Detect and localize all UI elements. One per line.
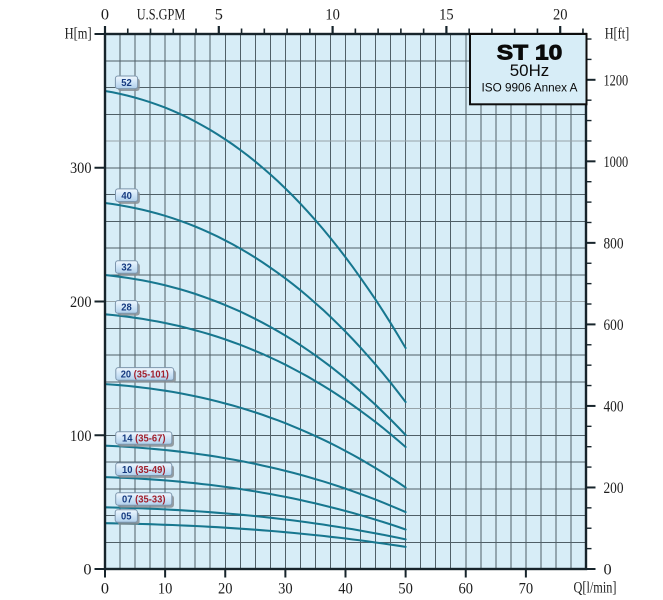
svg-text:5: 5 — [215, 5, 223, 24]
svg-text:20 (35-101): 20 (35-101) — [121, 370, 169, 381]
svg-text:0: 0 — [604, 560, 612, 579]
svg-text:40: 40 — [338, 578, 353, 597]
svg-text:15: 15 — [439, 5, 454, 24]
svg-text:10 (35-49): 10 (35-49) — [122, 465, 166, 476]
svg-text:10: 10 — [158, 578, 173, 597]
svg-text:20: 20 — [553, 5, 568, 24]
svg-text:H[m]: H[m] — [65, 24, 92, 43]
svg-text:1200: 1200 — [604, 70, 629, 89]
svg-text:300: 300 — [70, 158, 92, 177]
svg-text:400: 400 — [604, 396, 624, 415]
svg-text:0: 0 — [101, 5, 109, 24]
svg-text:28: 28 — [121, 303, 132, 314]
svg-text:100: 100 — [70, 426, 92, 445]
svg-text:H[ft]: H[ft] — [605, 23, 630, 42]
svg-text:600: 600 — [604, 315, 624, 334]
svg-text:50Hz: 50Hz — [510, 61, 550, 80]
svg-text:ST 10: ST 10 — [497, 41, 563, 64]
svg-text:07 (35-33): 07 (35-33) — [122, 495, 166, 506]
svg-text:20: 20 — [218, 578, 233, 597]
svg-text:800: 800 — [604, 233, 624, 252]
svg-text:0: 0 — [83, 560, 91, 579]
svg-text:200: 200 — [604, 478, 624, 497]
svg-text:40: 40 — [121, 191, 132, 202]
svg-text:U.S.GPM: U.S.GPM — [137, 5, 186, 24]
svg-text:200: 200 — [70, 292, 92, 311]
svg-text:05: 05 — [121, 512, 132, 523]
svg-text:10: 10 — [325, 5, 340, 24]
svg-text:60: 60 — [459, 578, 474, 597]
svg-text:32: 32 — [121, 263, 132, 274]
svg-text:1000: 1000 — [604, 152, 629, 171]
svg-text:Q[l/min]: Q[l/min] — [574, 577, 617, 596]
svg-text:0: 0 — [101, 578, 109, 597]
svg-text:14 (35-67): 14 (35-67) — [122, 434, 166, 445]
svg-text:52: 52 — [121, 78, 132, 89]
svg-text:70: 70 — [519, 578, 534, 597]
svg-text:50: 50 — [398, 578, 413, 597]
svg-text:ISO 9906 Annex A: ISO 9906 Annex A — [482, 80, 579, 94]
svg-text:30: 30 — [278, 578, 293, 597]
